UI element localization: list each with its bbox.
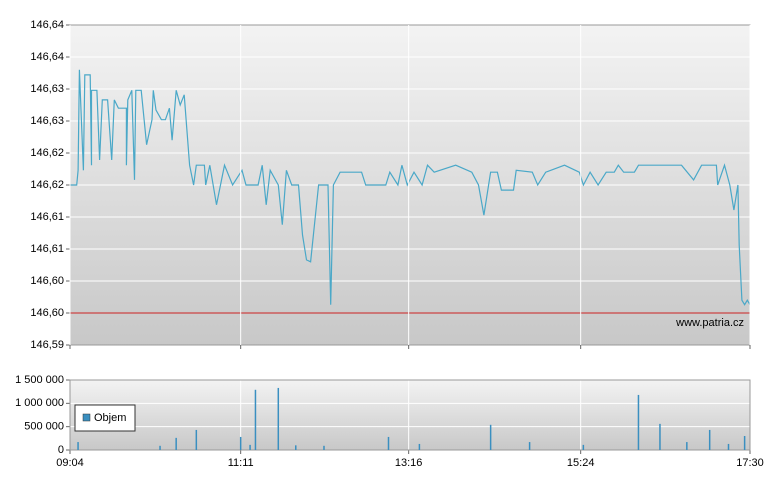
y-tick-label: 146,59 xyxy=(30,339,64,351)
volume-bar xyxy=(239,436,242,450)
legend-label: Objem xyxy=(94,412,126,424)
volume-bar xyxy=(708,429,711,450)
volume-bar xyxy=(249,444,251,450)
y-tick-label: 146,63 xyxy=(30,83,64,95)
volume-bar xyxy=(323,445,325,450)
y-tick-label: 1 000 000 xyxy=(15,397,64,409)
volume-bar xyxy=(159,445,161,450)
price-line xyxy=(70,69,751,306)
plot-frame xyxy=(69,379,751,451)
volume-bar xyxy=(195,429,198,450)
volume-bar xyxy=(686,442,688,450)
watermark: www.patria.cz xyxy=(675,317,744,329)
volume-bar xyxy=(295,445,297,450)
volume-bar xyxy=(254,389,257,450)
y-tick-label: 1 500 000 xyxy=(15,374,64,386)
volume-bar xyxy=(387,436,390,450)
x-tick-label: 11:11 xyxy=(228,457,254,469)
volume-plot-area xyxy=(70,380,750,450)
y-tick-label: 146,60 xyxy=(30,275,64,287)
y-tick-label: 146,61 xyxy=(30,211,64,223)
volume-bar xyxy=(528,442,531,450)
volume-bar xyxy=(582,444,585,450)
x-tick-label: 17:30 xyxy=(736,457,764,469)
volume-bar xyxy=(418,443,421,450)
volume-bar xyxy=(489,424,492,450)
volume-bar xyxy=(743,436,746,450)
y-tick-label: 146,64 xyxy=(30,19,64,31)
volume-bar xyxy=(277,387,280,450)
y-tick-label: 146,61 xyxy=(30,243,64,255)
y-tick-label: 146,62 xyxy=(30,179,64,191)
x-tick-label: 13:16 xyxy=(395,457,423,469)
y-tick-label: 0 xyxy=(58,444,64,456)
y-tick-label: 500 000 xyxy=(24,421,64,433)
y-tick-label: 146,60 xyxy=(30,307,64,319)
legend-swatch xyxy=(82,413,91,422)
volume-bar xyxy=(659,423,661,450)
y-tick-label: 146,62 xyxy=(30,147,64,159)
y-tick-label: 146,64 xyxy=(30,51,64,63)
volume-bar xyxy=(637,394,640,450)
x-tick-label: 15:24 xyxy=(567,457,595,469)
y-tick-label: 146,63 xyxy=(30,115,64,127)
volume-bar xyxy=(77,442,79,450)
volume-bar xyxy=(175,437,177,450)
volume-bar xyxy=(727,443,730,450)
x-tick-label: 09:04 xyxy=(56,457,84,469)
